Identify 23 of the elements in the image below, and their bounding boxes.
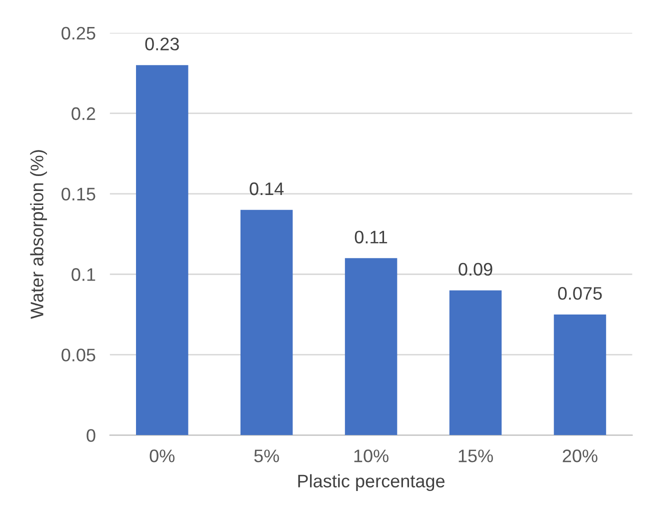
y-tick-label: 0 <box>86 429 96 442</box>
x-tick-label: 20% <box>562 450 598 462</box>
data-label: 0.11 <box>354 230 388 244</box>
bar <box>136 65 188 436</box>
y-tick-label: 0.05 <box>62 348 96 362</box>
x-tick-label: 0% <box>150 450 175 462</box>
x-tick-label: 15% <box>458 450 493 462</box>
x-tick-label: 5% <box>254 450 279 462</box>
data-label: 0.09 <box>458 262 492 276</box>
y-axis-title: Water absorption (%) <box>30 150 47 319</box>
bar <box>240 210 293 436</box>
bar <box>554 314 606 436</box>
y-tick-label: 0.1 <box>72 268 96 281</box>
x-axis-title: Plastic percentage <box>298 474 445 492</box>
bar <box>449 290 502 436</box>
data-label: 0.23 <box>145 38 179 50</box>
data-label: 0.14 <box>250 182 284 196</box>
bar <box>344 258 398 436</box>
x-tick-label: 10% <box>354 450 388 462</box>
y-tick-label: 0.2 <box>72 107 96 120</box>
y-tick-label: 0.15 <box>62 188 96 201</box>
data-label: 0.075 <box>558 287 602 300</box>
y-tick-label: 0.25 <box>62 26 96 40</box>
